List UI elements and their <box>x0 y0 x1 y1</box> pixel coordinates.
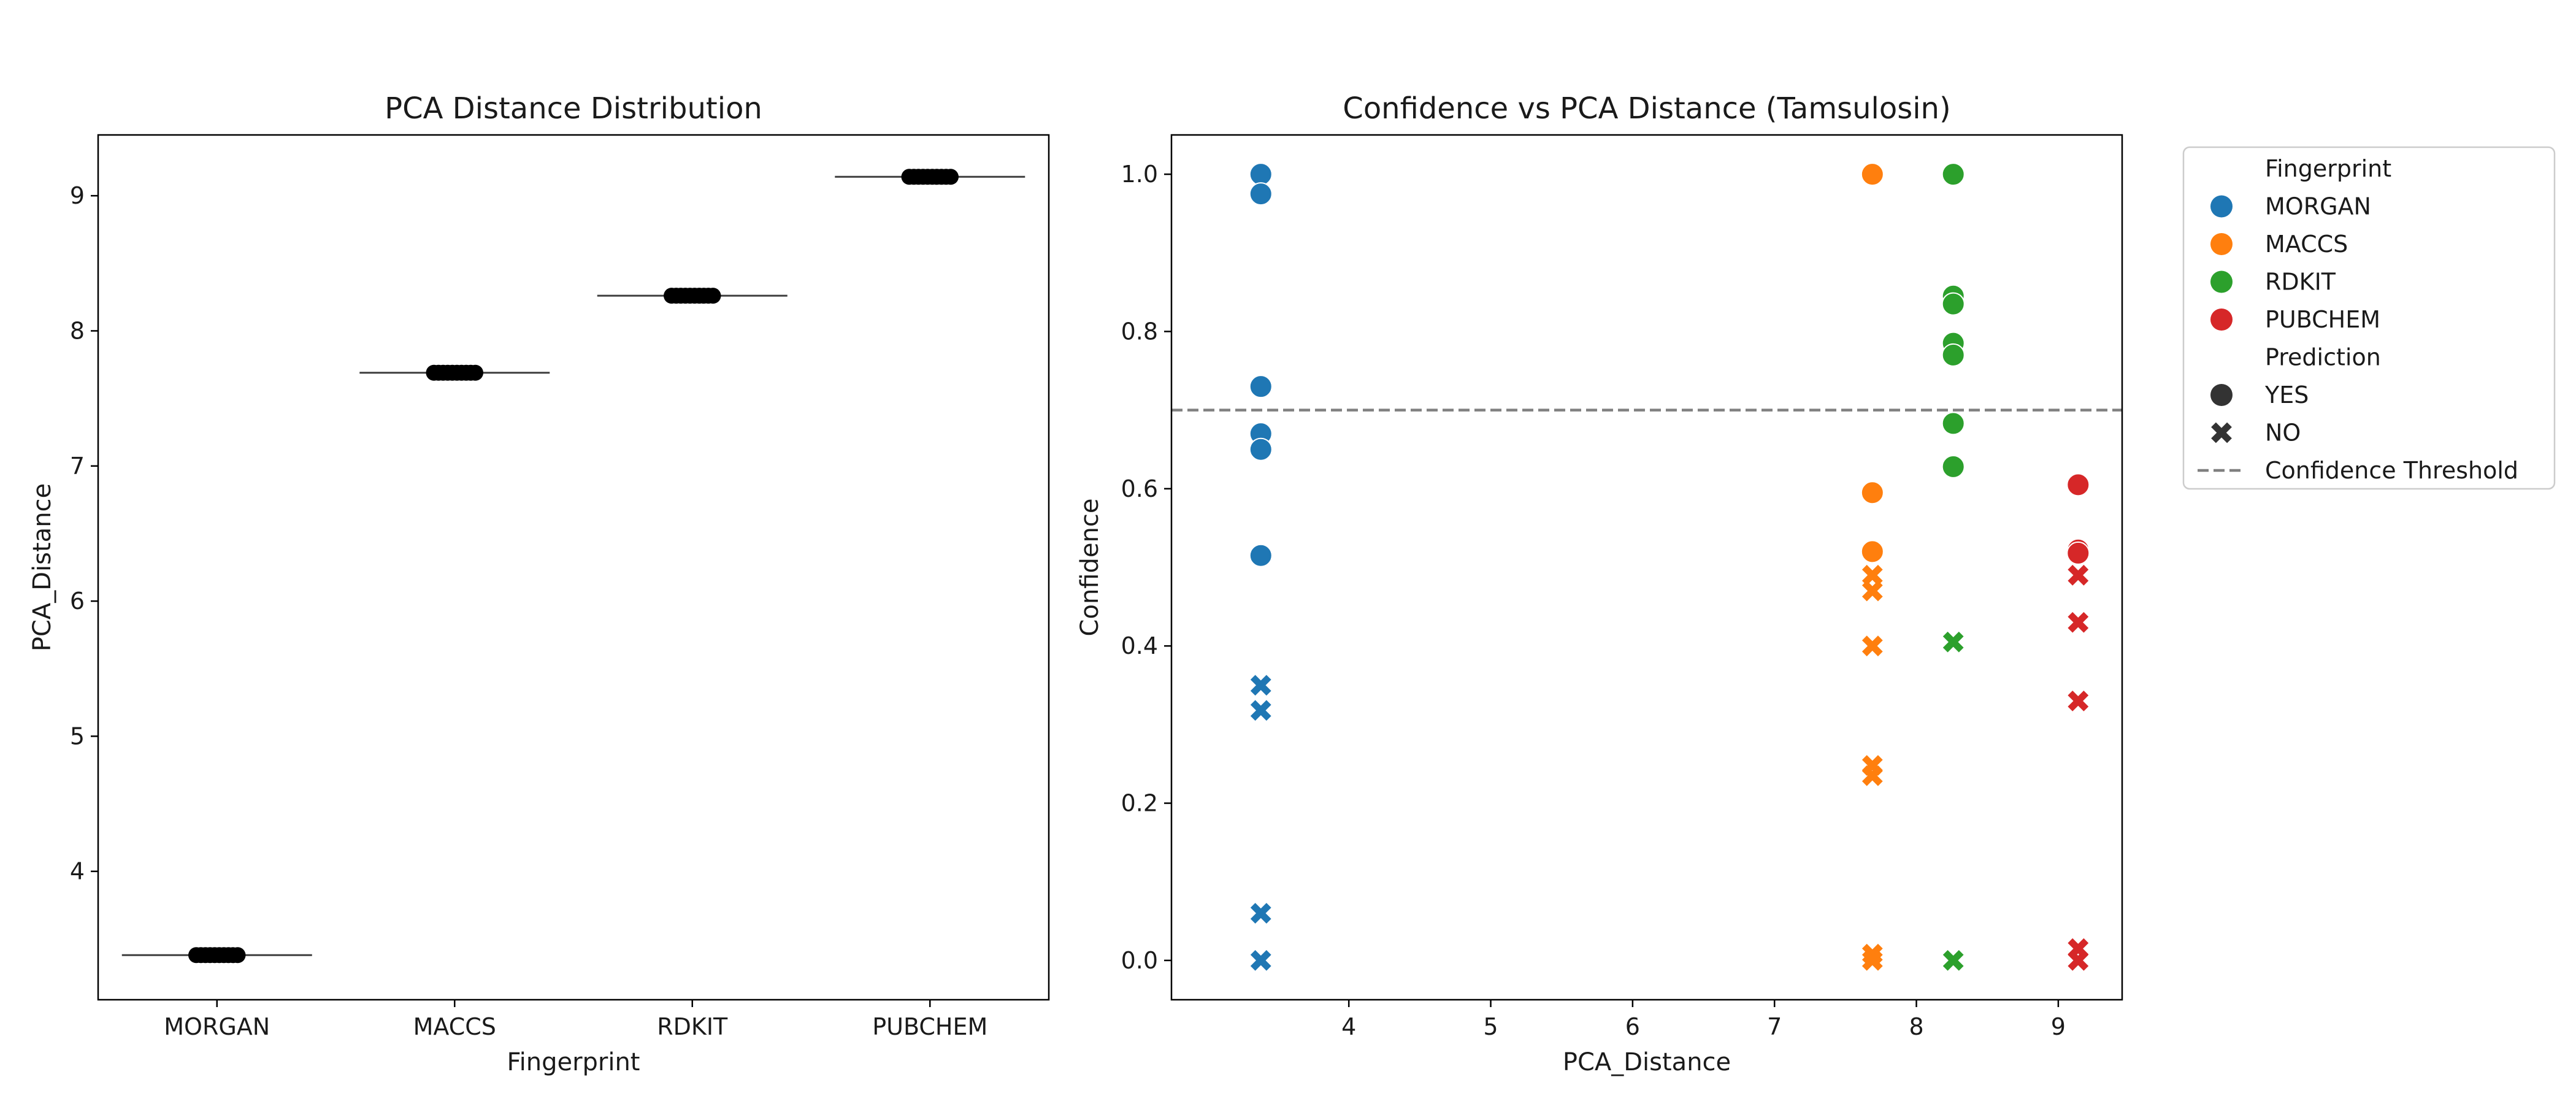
y-tick-label: 0.8 <box>1121 318 1158 345</box>
scatter-point-no-morgan <box>1250 950 1271 971</box>
legend-marker-morgan <box>2210 195 2233 218</box>
scatter-point-yes-morgan <box>1249 375 1273 399</box>
scatter-point-no-maccs <box>1861 564 1883 586</box>
legend-label-pubchem: PUBCHEM <box>2265 306 2380 333</box>
x-tick-label-maccs: MACCS <box>413 1013 496 1040</box>
left-x-axis-label: Fingerprint <box>507 1048 640 1076</box>
x-tick-label-morgan: MORGAN <box>164 1013 270 1040</box>
legend-marker-pubchem <box>2210 309 2233 331</box>
scatter-point-yes-morgan <box>1249 163 1273 186</box>
legend-label-rdkit: RDKIT <box>2265 269 2336 296</box>
strip-point-pubchem <box>943 169 959 185</box>
legend-label-yes: YES <box>2264 381 2309 408</box>
x-tick-label: 7 <box>1767 1013 1782 1040</box>
strip-point-maccs <box>467 364 483 381</box>
legend-title-fingerprint: Fingerprint <box>2265 155 2391 182</box>
legend-items: Fingerprint MORGAN MACCS RDKIT PUBCHEM Predic… <box>2198 155 2518 484</box>
x-tick-label: 9 <box>2051 1013 2066 1040</box>
scatter-point-no-rdkit <box>1942 950 1964 971</box>
scatter-point-no-rdkit <box>1942 631 1964 653</box>
scatter-point-no-morgan <box>1250 700 1271 721</box>
y-tick-label: 9 <box>70 182 85 209</box>
right-y-axis: 0.0 0.2 0.4 0.6 0.8 1.0 <box>1121 161 1171 974</box>
y-tick-label: 8 <box>70 317 85 344</box>
left-y-axis: 4 5 6 7 8 9 <box>70 182 98 885</box>
scatter-point-yes-morgan <box>1249 437 1273 461</box>
x-tick-label: 8 <box>1909 1013 1923 1040</box>
right-y-axis-label: Confidence <box>1076 499 1104 637</box>
strip-point-rdkit <box>705 288 721 304</box>
scatter-point-yes-maccs <box>1860 481 1884 505</box>
left-plot-area <box>121 169 1025 964</box>
scatter-point-no-maccs <box>1861 765 1883 786</box>
x-tick-label: 5 <box>1483 1013 1498 1040</box>
legend-marker-no <box>2211 422 2232 443</box>
x-tick-label-rdkit: RDKIT <box>657 1013 728 1040</box>
scatter-point-yes-pubchem <box>2066 541 2090 565</box>
right-axes-frame <box>1170 134 2123 1001</box>
y-tick-label: 1.0 <box>1121 161 1158 188</box>
legend: Fingerprint MORGAN MACCS RDKIT PUBCHEM Predic… <box>2182 146 2556 490</box>
y-tick-label: 0.4 <box>1121 632 1158 659</box>
right-chart: Confidence vs PCA Distance (Tamsulosin) … <box>1076 91 2123 1076</box>
legend-label-no: NO <box>2265 420 2301 447</box>
scatter-point-no-pubchem <box>2068 691 2089 711</box>
scatter-point-yes-pubchem <box>2066 473 2090 497</box>
right-x-axis: 4 5 6 7 8 9 <box>1341 1000 2066 1040</box>
scatter-point-yes-rdkit <box>1941 343 1965 367</box>
left-y-axis-label: PCA_Distance <box>28 483 56 651</box>
y-tick-label: 6 <box>70 588 85 615</box>
scatter-point-yes-morgan <box>1249 543 1273 567</box>
legend-marker-maccs <box>2210 233 2233 255</box>
scatter-point-no-pubchem <box>2068 564 2089 586</box>
right-x-axis-label: PCA_Distance <box>1563 1048 1731 1076</box>
scatter-point-yes-rdkit <box>1941 292 1965 316</box>
scatter-point-yes-rdkit <box>1941 454 1965 478</box>
y-tick-label: 0.2 <box>1121 790 1158 817</box>
legend-label-maccs: MACCS <box>2265 231 2348 258</box>
left-chart: PCA Distance Distribution MORGAN MACCS RDK… <box>28 91 1050 1076</box>
y-tick-label: 5 <box>70 723 85 749</box>
scatter-point-no-pubchem <box>2068 611 2089 633</box>
legend-marker-rdkit <box>2210 270 2233 293</box>
scatter-point-yes-maccs <box>1860 163 1884 186</box>
y-tick-label: 4 <box>70 858 85 885</box>
scatter-point-yes-morgan <box>1249 182 1273 206</box>
strip-point-morgan <box>229 947 246 964</box>
right-chart-title: Confidence vs PCA Distance (Tamsulosin) <box>1343 91 1950 126</box>
y-tick-label: 0.6 <box>1121 475 1158 502</box>
legend-title-prediction: Prediction <box>2265 344 2381 371</box>
scatter-point-no-morgan <box>1250 675 1271 696</box>
right-plot-area <box>1171 163 2122 971</box>
left-chart-title: PCA Distance Distribution <box>385 91 762 126</box>
scatter-point-no-pubchem <box>2068 950 2089 971</box>
scatter-point-no-maccs <box>1861 580 1883 602</box>
x-tick-label-pubchem: PUBCHEM <box>872 1013 987 1040</box>
legend-frame <box>2182 146 2556 490</box>
scatter-point-no-morgan <box>1250 903 1271 924</box>
left-axes-frame <box>97 134 1050 1001</box>
scatter-point-yes-rdkit <box>1941 163 1965 186</box>
scatter-point-yes-maccs <box>1860 540 1884 564</box>
x-tick-label: 6 <box>1625 1013 1640 1040</box>
scatter-point-no-maccs <box>1861 950 1883 971</box>
legend-marker-yes <box>2210 384 2233 406</box>
x-tick-label: 4 <box>1341 1013 1356 1040</box>
y-tick-label: 7 <box>70 453 85 480</box>
legend-label-threshold: Confidence Threshold <box>2265 457 2518 484</box>
left-x-axis: MORGAN MACCS RDKIT PUBCHEM <box>164 1000 987 1040</box>
scatter-point-yes-rdkit <box>1941 412 1965 435</box>
y-tick-label: 0.0 <box>1121 947 1158 974</box>
scatter-point-no-maccs <box>1861 635 1883 657</box>
legend-label-morgan: MORGAN <box>2265 193 2371 220</box>
